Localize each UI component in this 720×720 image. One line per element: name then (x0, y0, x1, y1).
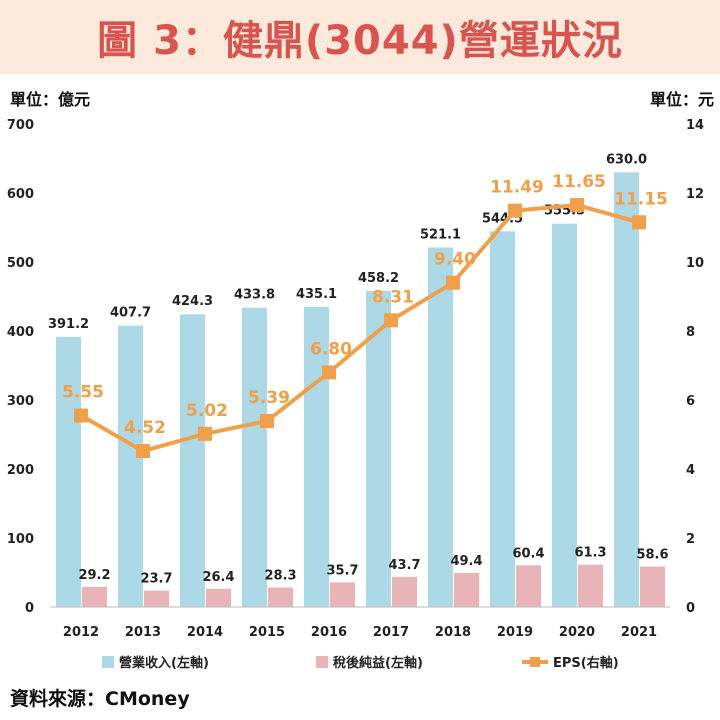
eps-marker (632, 215, 646, 230)
revenue-value-label: 435.1 (296, 287, 337, 302)
x-axis-tick: 2021 (621, 625, 657, 640)
net-income-value-label: 23.7 (140, 572, 172, 587)
revenue-value-label: 630.0 (606, 152, 647, 167)
revenue-value-label: 391.2 (48, 317, 89, 332)
right-axis-tick: 12 (686, 187, 704, 202)
x-axis-tick: 2012 (63, 625, 99, 640)
legend-revenue-swatch (102, 656, 114, 668)
net-income-value-label: 26.4 (202, 570, 234, 585)
right-axis-tick: 8 (686, 325, 695, 340)
net-income-bar (206, 588, 231, 607)
right-axis-tick: 14 (686, 118, 704, 133)
left-axis-tick: 400 (7, 325, 34, 340)
eps-value-label: 9.40 (434, 250, 476, 270)
x-axis-tick: 2019 (497, 625, 533, 640)
revenue-bar (428, 247, 453, 608)
left-axis-tick: 500 (7, 256, 34, 271)
eps-marker (570, 198, 584, 213)
right-axis-tick: 10 (686, 256, 704, 271)
x-axis-tick: 2020 (559, 625, 595, 640)
revenue-bar (180, 314, 205, 607)
net-income-value-label: 60.4 (512, 546, 544, 561)
revenue-bar (118, 325, 143, 607)
left-axis-tick: 600 (7, 187, 34, 202)
chart-title: 圖 3：健鼎(3044)營運狀況 (97, 18, 623, 64)
revenue-value-label: 458.2 (358, 271, 399, 286)
x-axis-tick: 2018 (435, 625, 471, 640)
revenue-bar (56, 337, 81, 607)
right-axis-tick: 0 (686, 601, 695, 616)
net-income-value-label: 58.6 (636, 548, 668, 563)
x-axis-tick: 2016 (311, 625, 347, 640)
net-income-value-label: 35.7 (326, 563, 358, 578)
eps-value-label: 11.15 (614, 189, 668, 209)
net-income-bar (268, 587, 293, 607)
net-income-bar (640, 566, 665, 607)
net-income-value-label: 29.2 (78, 568, 110, 583)
left-axis-tick: 700 (7, 118, 34, 133)
eps-value-label: 5.39 (248, 388, 290, 408)
x-axis-tick: 2017 (373, 625, 409, 640)
right-axis-tick: 4 (686, 463, 695, 478)
net-income-value-label: 28.3 (264, 568, 296, 583)
net-income-bar (144, 590, 169, 607)
eps-marker (446, 275, 460, 290)
left-axis-unit: 單位：億元 (10, 90, 91, 109)
eps-marker (384, 313, 398, 328)
revenue-bar (490, 231, 515, 608)
eps-value-label: 6.80 (310, 339, 352, 359)
revenue-bar (366, 290, 391, 607)
right-axis-tick: 6 (686, 394, 695, 409)
source-note: 資料來源：CMoney (10, 688, 190, 710)
left-axis-tick: 200 (7, 463, 34, 478)
revenue-bar (614, 172, 639, 608)
revenue-bar (304, 306, 329, 607)
revenue-value-label: 407.7 (110, 306, 151, 321)
legend-revenue-label: 營業收入(左軸) (119, 655, 209, 671)
x-axis-tick: 2013 (125, 625, 161, 640)
eps-marker (74, 408, 88, 423)
eps-line (80, 203, 640, 454)
net-income-bar (516, 565, 541, 607)
title-banner (0, 0, 720, 74)
net-income-bar (392, 576, 417, 607)
eps-value-label: 4.52 (124, 418, 166, 438)
eps-marker (508, 203, 522, 218)
net-income-value-label: 43.7 (388, 558, 420, 573)
net-income-value-label: 49.4 (450, 554, 482, 569)
revenue-value-label: 433.8 (234, 288, 275, 303)
eps-value-label: 5.55 (62, 383, 104, 403)
net-income-value-label: 61.3 (574, 546, 606, 561)
net-income-bar (578, 564, 603, 607)
revenue-value-label: 521.1 (420, 227, 461, 242)
legend-eps-marker (530, 657, 540, 667)
revenue-bar (242, 307, 267, 607)
left-axis-tick: 100 (7, 532, 34, 547)
eps-marker (136, 444, 150, 459)
x-axis-tick: 2014 (187, 625, 223, 640)
eps-value-label: 11.65 (552, 172, 606, 192)
right-axis-tick: 2 (686, 532, 695, 547)
right-axis-unit: 單位：元 (649, 90, 714, 109)
revenue-value-label: 424.3 (172, 294, 213, 309)
legend-net-income-swatch (316, 656, 328, 668)
legend-eps-label: EPS(右軸) (553, 655, 619, 671)
eps-marker (198, 426, 212, 441)
net-income-bar (454, 572, 479, 607)
left-axis-tick: 0 (25, 601, 34, 616)
eps-marker (322, 365, 336, 380)
eps-marker (260, 414, 274, 429)
left-axis-tick: 300 (7, 394, 34, 409)
revenue-bar (552, 223, 577, 607)
eps-value-label: 11.49 (490, 178, 544, 198)
net-income-bar (82, 586, 107, 607)
x-axis-tick: 2015 (249, 625, 285, 640)
eps-value-label: 5.02 (186, 401, 228, 421)
legend-net-income-label: 稅後純益(左軸) (333, 655, 423, 671)
eps-value-label: 8.31 (372, 287, 414, 307)
net-income-bar (330, 582, 355, 607)
